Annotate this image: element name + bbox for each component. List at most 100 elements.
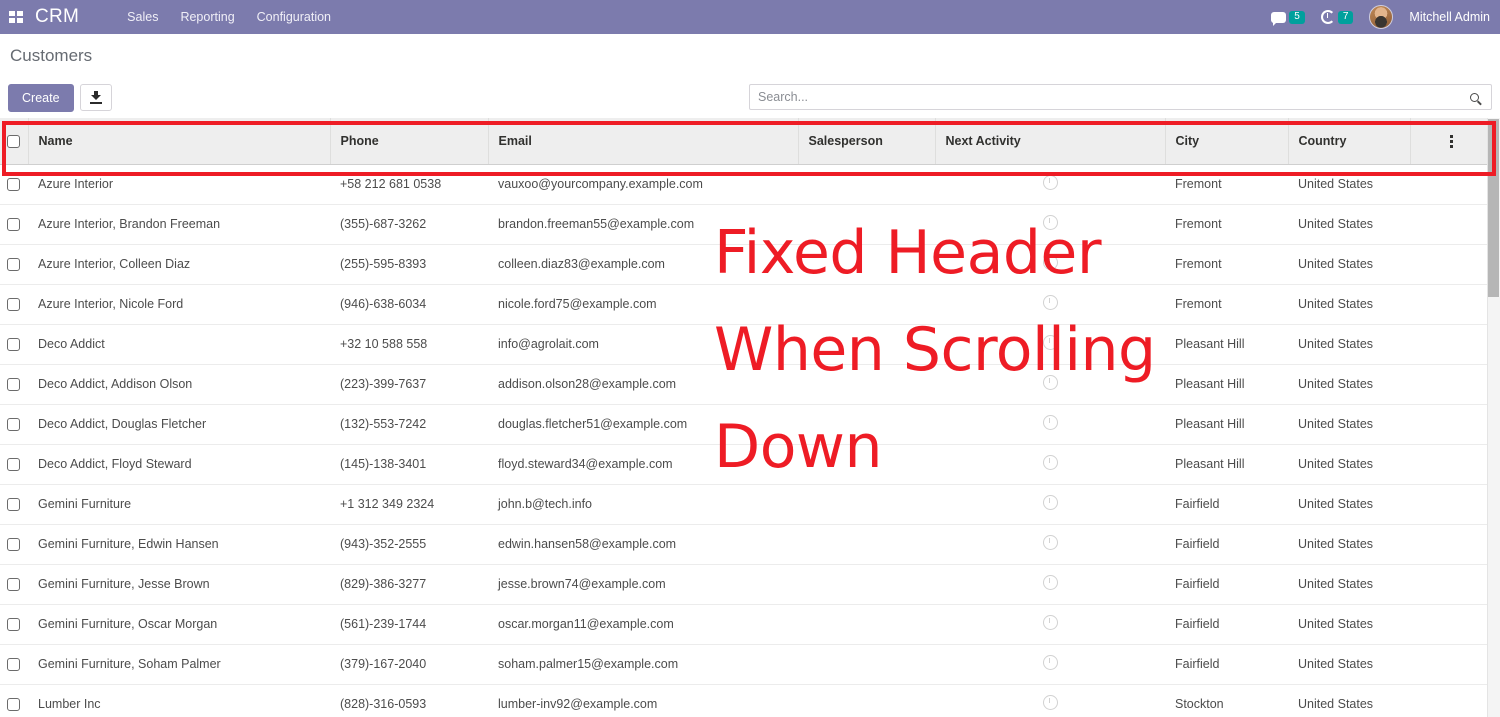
column-header-email[interactable]: Email (488, 118, 799, 165)
cell-phone[interactable]: (829)-386-3277 (330, 564, 488, 605)
cell-phone[interactable]: (145)-138-3401 (330, 444, 488, 485)
cell-name[interactable]: Gemini Furniture, Soham Palmer (28, 644, 330, 685)
cell-name[interactable]: Gemini Furniture, Jesse Brown (28, 564, 330, 605)
column-header-country[interactable]: Country (1288, 118, 1411, 165)
table-row[interactable]: Deco Addict, Floyd Steward (145)-138-3401… (0, 444, 1492, 485)
row-checkbox-cell[interactable] (0, 284, 28, 325)
cell-email[interactable]: colleen.diaz83@example.com (488, 244, 798, 285)
cell-phone[interactable]: (132)-553-7242 (330, 404, 488, 445)
row-checkbox-cell[interactable] (0, 684, 28, 717)
cell-next-activity[interactable] (935, 524, 1165, 565)
cell-phone[interactable]: (828)-316-0593 (330, 684, 488, 717)
cell-name[interactable]: Deco Addict, Douglas Fletcher (28, 404, 330, 445)
cell-email[interactable]: douglas.fletcher51@example.com (488, 404, 798, 445)
cell-phone[interactable]: (379)-167-2040 (330, 644, 488, 685)
search-bar[interactable] (749, 84, 1492, 110)
cell-country[interactable]: United States (1288, 404, 1410, 445)
checkbox-icon[interactable] (7, 338, 20, 352)
cell-phone[interactable]: (255)-595-8393 (330, 244, 488, 285)
column-header-next-activity[interactable]: Next Activity (935, 118, 1166, 165)
row-checkbox-cell[interactable] (0, 324, 28, 365)
cell-city[interactable]: Fremont (1165, 284, 1288, 325)
clock-icon[interactable] (1042, 575, 1058, 590)
cell-city[interactable]: Pleasant Hill (1165, 444, 1288, 485)
clock-icon[interactable] (1042, 255, 1058, 270)
cell-country[interactable]: United States (1288, 164, 1410, 205)
cell-country[interactable]: United States (1288, 364, 1410, 405)
cell-country[interactable]: United States (1288, 524, 1410, 565)
cell-country[interactable]: United States (1288, 604, 1410, 645)
cell-name[interactable]: Lumber Inc (28, 684, 330, 717)
row-checkbox-cell[interactable] (0, 564, 28, 605)
table-row[interactable]: Azure Interior +58 212 681 0538 vauxoo@you… (0, 164, 1492, 205)
breadcrumb[interactable]: Customers (10, 46, 93, 65)
checkbox-icon[interactable] (7, 134, 20, 148)
activities-button[interactable]: 7 (1320, 10, 1354, 24)
cell-next-activity[interactable] (935, 564, 1165, 605)
cell-email[interactable]: nicole.ford75@example.com (488, 284, 798, 325)
cell-next-activity[interactable] (935, 324, 1165, 365)
messages-button[interactable]: 5 (1271, 10, 1305, 26)
column-header-phone[interactable]: Phone (330, 118, 489, 165)
cell-email[interactable]: john.b@tech.info (488, 484, 798, 525)
cell-name[interactable]: Gemini Furniture, Oscar Morgan (28, 604, 330, 645)
cell-country[interactable]: United States (1288, 484, 1410, 525)
cell-next-activity[interactable] (935, 204, 1165, 245)
checkbox-icon[interactable] (7, 458, 20, 472)
cell-name[interactable]: Azure Interior, Brandon Freeman (28, 204, 330, 245)
menu-item-sales[interactable]: Sales (127, 10, 159, 24)
checkbox-icon[interactable] (7, 298, 20, 312)
clock-icon[interactable] (1042, 495, 1058, 510)
cell-city[interactable]: Fairfield (1165, 604, 1288, 645)
checkbox-icon[interactable] (7, 698, 20, 712)
row-checkbox-cell[interactable] (0, 604, 28, 645)
table-row[interactable]: Azure Interior, Brandon Freeman (355)-687… (0, 204, 1492, 245)
cell-phone[interactable]: (946)-638-6034 (330, 284, 488, 325)
cell-name[interactable]: Azure Interior, Colleen Diaz (28, 244, 330, 285)
cell-email[interactable]: edwin.hansen58@example.com (488, 524, 798, 565)
clock-icon[interactable] (1042, 215, 1058, 230)
column-header-city[interactable]: City (1165, 118, 1289, 165)
import-button[interactable] (79, 84, 112, 111)
cell-salesperson[interactable] (798, 244, 935, 285)
cell-salesperson[interactable] (798, 564, 935, 605)
cell-next-activity[interactable] (935, 364, 1165, 405)
table-row[interactable]: Lumber Inc (828)-316-0593 lumber-inv92@exa… (0, 684, 1492, 717)
checkbox-icon[interactable] (7, 618, 20, 632)
column-options-button[interactable] (1410, 118, 1492, 165)
checkbox-icon[interactable] (7, 378, 20, 392)
cell-email[interactable]: soham.palmer15@example.com (488, 644, 798, 685)
cell-next-activity[interactable] (935, 604, 1165, 645)
clock-icon[interactable] (1042, 375, 1058, 390)
cell-next-activity[interactable] (935, 164, 1165, 205)
cell-city[interactable]: Fairfield (1165, 644, 1288, 685)
cell-country[interactable]: United States (1288, 644, 1410, 685)
clock-icon[interactable] (1042, 455, 1058, 470)
checkbox-icon[interactable] (7, 418, 20, 432)
table-row[interactable]: Deco Addict +32 10 588 558 info@agrolait.c… (0, 324, 1492, 365)
menu-item-configuration[interactable]: Configuration (256, 10, 332, 24)
cell-email[interactable]: jesse.brown74@example.com (488, 564, 798, 605)
cell-phone[interactable]: (355)-687-3262 (330, 204, 488, 245)
vertical-scrollbar[interactable] (1487, 118, 1500, 717)
table-row[interactable]: Gemini Furniture, Oscar Morgan (561)-239-… (0, 604, 1492, 645)
cell-name[interactable]: Deco Addict, Floyd Steward (28, 444, 330, 485)
table-row[interactable]: Azure Interior, Colleen Diaz (255)-595-83… (0, 244, 1492, 285)
cell-city[interactable]: Fremont (1165, 164, 1288, 205)
table-row[interactable]: Gemini Furniture +1 312 349 2324 john.b@te… (0, 484, 1492, 525)
menu-item-reporting[interactable]: Reporting (180, 10, 235, 24)
row-checkbox-cell[interactable] (0, 484, 28, 525)
checkbox-icon[interactable] (7, 658, 20, 672)
cell-email[interactable]: info@agrolait.com (488, 324, 798, 365)
row-checkbox-cell[interactable] (0, 204, 28, 245)
cell-salesperson[interactable] (798, 164, 935, 205)
cell-country[interactable]: United States (1288, 244, 1410, 285)
cell-email[interactable]: brandon.freeman55@example.com (488, 204, 798, 245)
cell-phone[interactable]: +1 312 349 2324 (330, 484, 488, 525)
cell-email[interactable]: vauxoo@yourcompany.example.com (488, 164, 798, 205)
cell-next-activity[interactable] (935, 684, 1165, 717)
table-row[interactable]: Azure Interior, Nicole Ford (946)-638-603… (0, 284, 1492, 325)
checkbox-icon[interactable] (7, 258, 20, 272)
clock-icon[interactable] (1042, 415, 1058, 430)
clock-icon[interactable] (1042, 335, 1058, 350)
